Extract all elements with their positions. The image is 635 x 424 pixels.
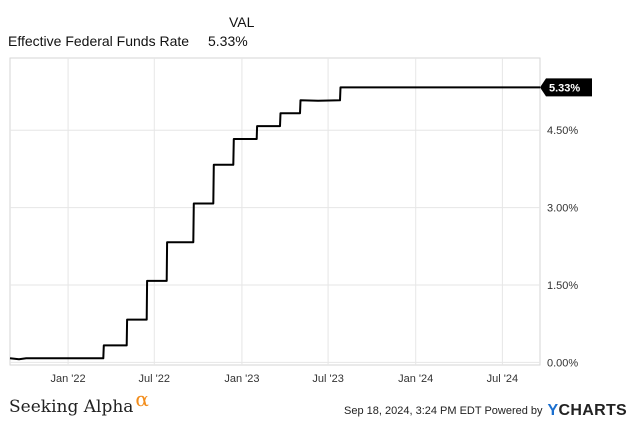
plot-area <box>9 57 541 366</box>
y-tick-label: 0.00% <box>547 357 578 369</box>
x-tick-label: Jan '22 <box>51 373 86 385</box>
legend-series-name: Effective Federal Funds Rate <box>8 33 190 49</box>
seeking-alpha-logo: Seeking Alpha α <box>9 387 149 417</box>
ycharts-logo-y: Y <box>547 402 559 419</box>
y-tick-label: 3.00% <box>547 203 578 215</box>
x-tick-label: Jan '24 <box>398 373 433 385</box>
footer-attribution: Sep 18, 2024, 3:24 PM EDT Powered by YCH… <box>344 402 627 420</box>
ycharts-logo: YCHARTS <box>548 402 627 420</box>
y-tick-label: 4.50% <box>547 125 578 137</box>
x-tick-label: Jul '24 <box>487 373 518 385</box>
ycharts-logo-rest: CHARTS <box>558 402 627 419</box>
x-tick-label: Jul '23 <box>312 373 343 385</box>
legend-series-value: 5.33% <box>208 33 248 49</box>
series-lines <box>9 86 540 361</box>
x-tick-label: Jul '22 <box>139 373 170 385</box>
series-line <box>9 86 540 361</box>
grid-lines <box>10 58 540 365</box>
timestamp: Sep 18, 2024, 3:24 PM EDT Powered by <box>344 405 543 417</box>
alpha-icon: α <box>135 387 149 411</box>
legend-column-header: VAL <box>229 14 255 30</box>
last-value-badge: 5.33% <box>540 78 592 97</box>
y-tick-label: 1.50% <box>547 280 578 292</box>
brand-name: Seeking Alpha <box>9 397 134 417</box>
last-value-badge-shape <box>540 78 592 97</box>
line-chart: Jan '22 Jul '22 Jan '23 Jul '23 Jan '24 Jul '… <box>9 57 592 385</box>
x-tick-label: Jan '23 <box>224 373 259 385</box>
x-axis-ticks: Jan '22 Jul '22 Jan '23 Jul '23 Jan '24 Jul '… <box>51 373 519 385</box>
last-value-label: 5.33% <box>549 82 580 94</box>
y-axis-ticks: 0.00% 1.50% 3.00% 4.50% <box>547 125 578 369</box>
